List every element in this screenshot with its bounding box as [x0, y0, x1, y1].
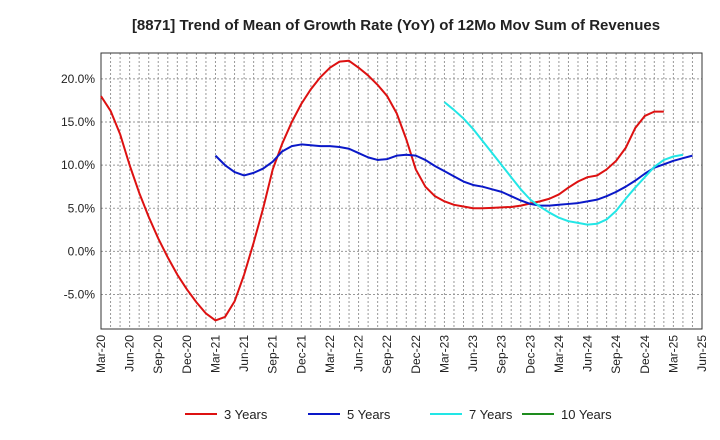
series-lines: [100, 59, 693, 322]
grid: [101, 53, 702, 329]
x-tick-label: Jun-20: [123, 335, 137, 372]
x-tick-label: Sep-24: [609, 335, 623, 374]
x-tick-label: Jun-25: [695, 335, 709, 372]
plot-area: [100, 52, 703, 330]
legend-label: 5 Years: [347, 407, 391, 422]
x-tick-label: Mar-20: [94, 335, 108, 373]
x-tick-label: Sep-23: [495, 335, 509, 374]
x-tick-label: Mar-23: [437, 335, 451, 373]
x-tick-label: Jun-21: [237, 335, 251, 372]
x-tick-label: Jun-22: [352, 335, 366, 372]
y-tick-label: 0.0%: [68, 244, 96, 258]
x-tick-label: Jun-24: [581, 335, 595, 372]
x-axis: Mar-20 Jun-20 Sep-20 Dec-20 Mar-21 Jun-21 Sep-…: [94, 335, 709, 374]
x-tick-label: Jun-23: [466, 335, 480, 372]
series-line-5-years: [214, 143, 693, 207]
x-tick-label: Mar-24: [552, 335, 566, 373]
legend-label: 3 Years: [224, 407, 268, 422]
chart-title: [8871] Trend of Mean of Growth Rate (YoY…: [132, 17, 660, 34]
x-tick-label: Mar-22: [323, 335, 337, 373]
x-tick-label: Sep-21: [266, 335, 280, 374]
x-tick-label: Dec-22: [409, 335, 423, 374]
x-tick-label: Sep-20: [151, 335, 165, 374]
x-tick-label: Dec-21: [294, 335, 308, 374]
legend: 3 Years 5 Years 7 Years 10 Years: [185, 407, 612, 422]
legend-label: 7 Years: [469, 407, 513, 422]
y-tick-label: 5.0%: [68, 201, 96, 215]
series-line-3-years: [100, 59, 664, 322]
y-tick-label: -5.0%: [64, 288, 96, 302]
y-axis: -5.0% 0.0% 5.0% 10.0% 15.0% 20.0%: [61, 72, 95, 302]
series-line-7-years: [443, 101, 684, 226]
x-tick-label: Dec-20: [180, 335, 194, 374]
x-tick-label: Dec-24: [638, 335, 652, 374]
y-tick-label: 20.0%: [61, 72, 95, 86]
legend-label: 10 Years: [561, 407, 612, 422]
x-tick-label: Sep-22: [380, 335, 394, 374]
y-tick-label: 10.0%: [61, 158, 95, 172]
x-tick-label: Mar-25: [666, 335, 680, 373]
x-tick-label: Mar-21: [208, 335, 222, 373]
x-tick-label: Dec-23: [523, 335, 537, 374]
y-tick-label: 15.0%: [61, 115, 95, 129]
